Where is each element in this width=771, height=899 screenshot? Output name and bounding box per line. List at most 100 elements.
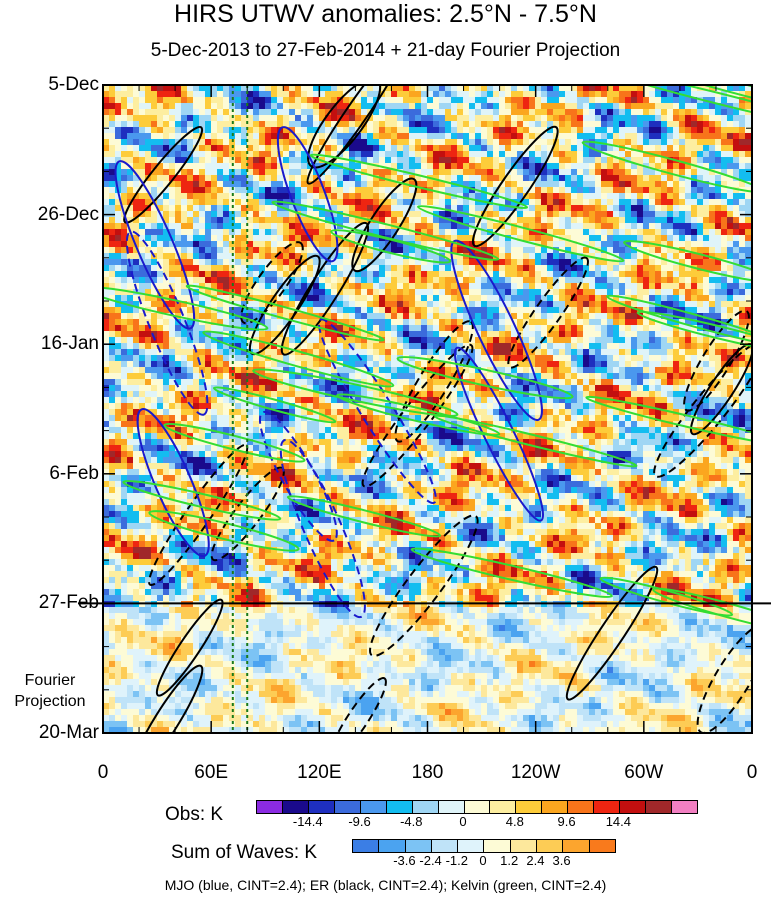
field-cell [469,151,476,158]
field-cell [307,271,314,278]
field-cell [133,175,140,182]
field-cell [661,115,668,122]
chart-subtitle: 5-Dec-2013 to 27-Feb-2014 + 21-day Fouri… [150,40,621,61]
field-cell [307,229,314,236]
field-cell [259,349,266,356]
field-cell [511,283,518,290]
field-cell [253,283,260,290]
field-cell [487,247,494,254]
field-cell [571,343,578,350]
field-cell [247,235,254,242]
field-cell [325,325,332,332]
field-cell [127,103,134,110]
field-cell [229,115,236,122]
field-cell [607,97,614,104]
field-cell [277,253,284,260]
field-cell [529,223,536,230]
field-cell [211,121,218,128]
field-cell [391,235,398,242]
field-cell [343,97,350,104]
field-cell [673,91,680,98]
field-cell [511,229,518,236]
field-cell [715,205,722,212]
field-cell [385,271,392,278]
field-cell [283,313,290,320]
field-cell [607,313,614,320]
field-cell [421,265,428,272]
field-cell [541,133,548,140]
field-cell [349,217,356,224]
field-cell [211,163,218,170]
field-cell [469,127,476,134]
field-cell [229,175,236,182]
field-cell [223,295,230,302]
field-cell [223,211,230,218]
field-cell [727,169,734,176]
field-cell [409,247,416,254]
field-cell [565,133,572,140]
field-cell [265,253,272,260]
field-cell [391,97,398,104]
field-cell [499,271,506,278]
field-cell [283,97,290,104]
field-cell [571,163,578,170]
field-cell [487,205,494,212]
field-cell [631,289,638,296]
field-cell [745,163,752,170]
field-cell [703,121,710,128]
field-cell [355,103,362,110]
field-cell [571,217,578,224]
field-cell [331,187,338,194]
field-cell [595,91,602,98]
field-cell [385,157,392,164]
field-cell [163,175,170,182]
field-cell [415,295,422,302]
field-cell [277,181,284,188]
field-cell [715,181,722,188]
field-cell [487,313,494,320]
field-cell [187,319,194,326]
field-cell [727,235,734,242]
field-cell [283,247,290,254]
field-cell [637,313,644,320]
field-cell [697,127,704,134]
field-cell [223,169,230,176]
field-cell [343,355,350,362]
field-cell [739,181,746,188]
field-cell [163,331,170,338]
field-cell [367,97,374,104]
field-cell [685,163,692,170]
field-cell [499,175,506,182]
field-cell [289,115,296,122]
field-cell [565,283,572,290]
field-cell [361,181,368,188]
field-cell [517,133,524,140]
field-cell [211,223,218,230]
field-cell [271,319,278,326]
field-cell [559,301,566,308]
field-cell [499,265,506,272]
field-cell [589,187,596,194]
field-cell [367,307,374,314]
field-cell [745,157,752,164]
field-cell [745,121,752,128]
field-cell [505,85,512,92]
field-cell [277,235,284,242]
field-cell [115,109,122,116]
field-cell [427,301,434,308]
field-cell [667,229,674,236]
field-cell [127,247,134,254]
field-cell [193,337,200,344]
field-cell [643,247,650,254]
field-cell [391,271,398,278]
field-cell [463,241,470,248]
field-cell [331,313,338,320]
field-cell [247,199,254,206]
field-cell [445,97,452,104]
field-cell [583,229,590,236]
field-cell [193,319,200,326]
field-cell [151,319,158,326]
field-cell [511,145,518,152]
field-cell [247,301,254,308]
field-cell [547,187,554,194]
